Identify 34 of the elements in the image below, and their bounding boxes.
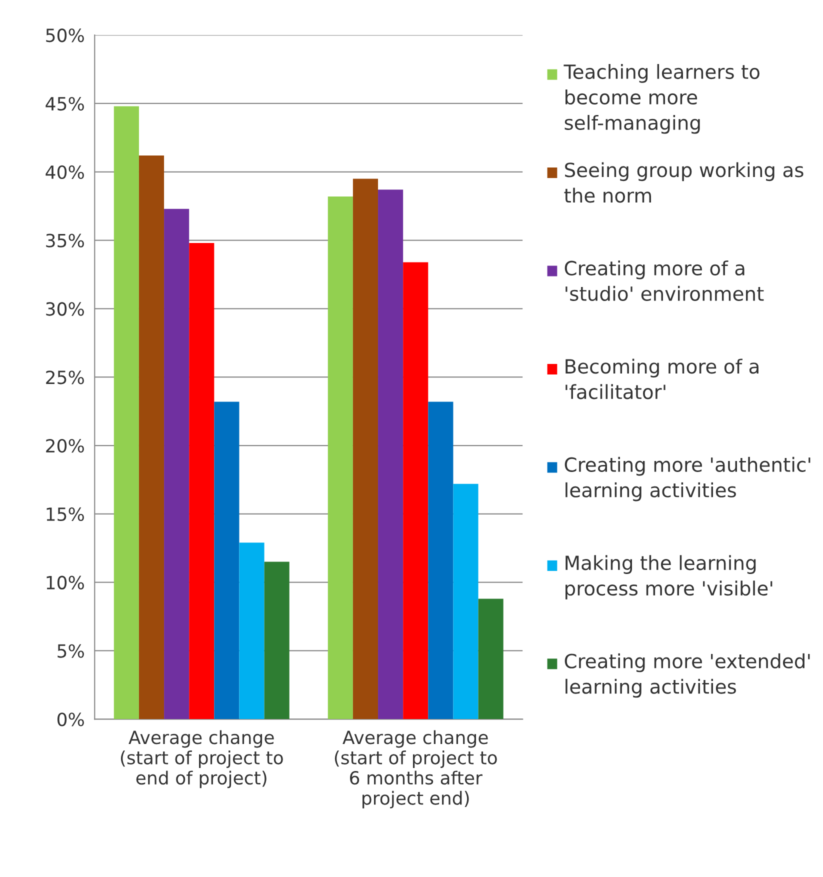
bar (189, 243, 214, 720)
y-tick-label: 10% (46, 576, 84, 590)
y-tick-label: 0% (57, 712, 84, 726)
y-tick-label: 50% (46, 28, 84, 42)
x-tick-label: Average change (start of project to 6 months after project end) (334, 730, 497, 808)
y-tick-label: 30% (46, 302, 84, 316)
y-tick-label: 35% (46, 234, 84, 248)
bar (478, 598, 504, 720)
bar (403, 262, 428, 720)
y-tick-label: 5% (58, 644, 84, 658)
bar (328, 196, 353, 720)
legend-label: Seeing group working as the norm (564, 162, 804, 203)
legend-label: Making the learning process more 'visible' (566, 555, 772, 600)
bar (428, 402, 454, 720)
bar (453, 484, 478, 720)
bar (239, 542, 264, 720)
bar (138, 155, 164, 720)
y-tick-label: 25% (46, 370, 84, 384)
bar (164, 208, 190, 720)
bar (264, 562, 290, 720)
legend-label: Teaching learners to become more self-managing (564, 64, 760, 134)
legend-label: Creating more 'extended' learning activities (564, 653, 810, 698)
bar (378, 190, 404, 720)
bar (352, 178, 378, 720)
x-tick-label: Average change (start of project to end of project) (120, 730, 283, 788)
y-tick-label: 20% (46, 438, 84, 453)
legend-label: Creating more of a 'studio' environment (564, 260, 764, 301)
bar (214, 402, 240, 720)
y-tick-label: 45% (46, 96, 84, 111)
bar (114, 106, 139, 720)
legend-label: Creating more 'authentic' learning activities (564, 456, 810, 502)
y-tick-label: 15% (46, 507, 84, 522)
y-tick-label: 40% (46, 165, 84, 180)
legend-label: Becoming more of a 'facilitator' (566, 358, 758, 400)
